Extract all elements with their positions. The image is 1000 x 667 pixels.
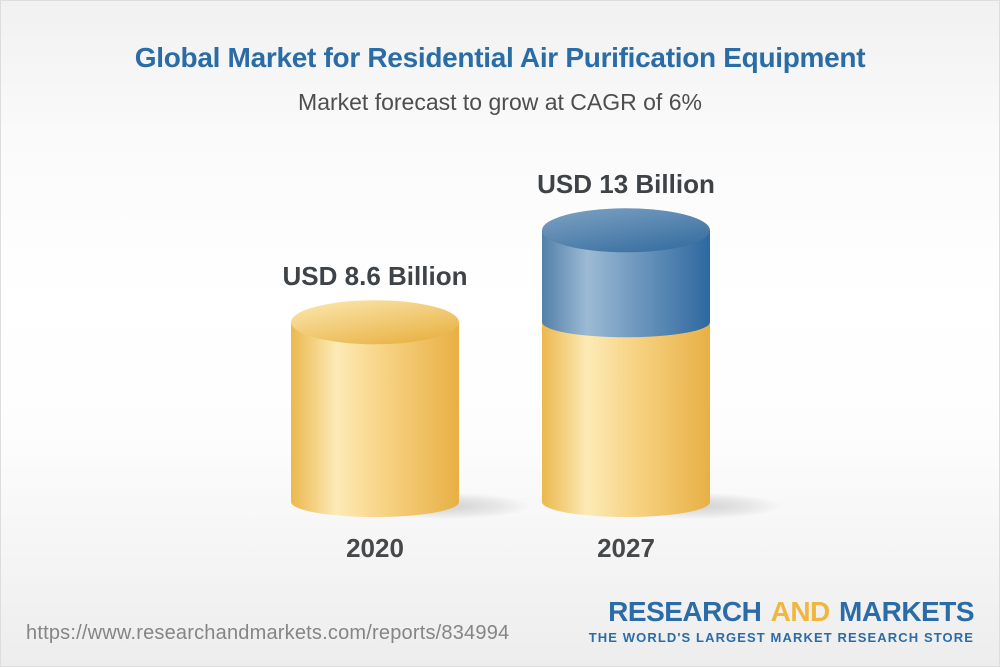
- category-label-2020: 2020: [346, 533, 404, 563]
- researchandmarkets-logo: RESEARCH AND MARKETS THE WORLD'S LARGEST…: [588, 598, 975, 645]
- chart-subtitle: Market forecast to grow at CAGR of 6%: [298, 89, 702, 115]
- category-label-2027: 2027: [597, 533, 655, 563]
- logo-wordmark: RESEARCH AND MARKETS: [589, 598, 974, 626]
- logo-word-research: RESEARCH: [608, 596, 762, 627]
- chart-title: Global Market for Residential Air Purifi…: [134, 42, 866, 73]
- report-url: https://www.researchandmarkets.com/repor…: [26, 622, 510, 644]
- logo-word-and: AND: [770, 596, 831, 627]
- value-label-2020: USD 8.6 Billion: [282, 261, 468, 292]
- value-label-2027: USD 13 Billion: [537, 169, 715, 200]
- logo-tagline: THE WORLD'S LARGEST MARKET RESEARCH STOR…: [588, 630, 974, 645]
- logo-word-markets: MARKETS: [839, 596, 974, 627]
